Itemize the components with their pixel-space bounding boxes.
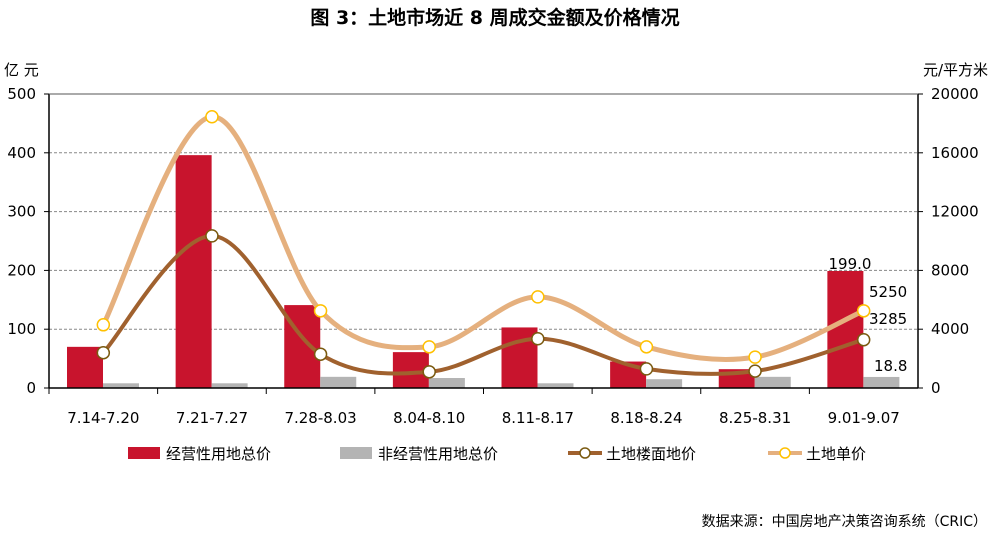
legend-swatch	[340, 447, 372, 459]
line-marker	[313, 304, 328, 318]
legend-swatch	[128, 447, 160, 459]
line-marker	[96, 318, 111, 332]
line-marker	[856, 332, 871, 347]
left-tick-label: 500	[7, 85, 36, 103]
legend-label: 经营性用地总价	[166, 445, 271, 463]
x-tick-label: 7.21-7.27	[176, 409, 248, 427]
line-marker	[96, 345, 111, 360]
right-tick-label: 0	[931, 379, 941, 397]
data-label-floor-price: 3285	[869, 310, 907, 328]
line-marker	[856, 304, 871, 318]
line-marker	[313, 347, 328, 361]
left-tick-label: 100	[7, 320, 36, 338]
x-tick-label: 8.11-8.17	[502, 409, 574, 427]
data-label-nonbiz: 18.8	[874, 357, 907, 375]
bar-nonbiz	[646, 379, 683, 388]
legend-label: 土地楼面地价	[606, 445, 696, 463]
right-tick-label: 8000	[931, 261, 969, 279]
bar-nonbiz	[211, 383, 248, 388]
data-label-bar-total: 199.0	[829, 255, 872, 273]
line-marker	[748, 364, 762, 378]
line-marker	[205, 110, 219, 124]
line-marker	[531, 290, 545, 304]
x-tick-label: 7.14-7.20	[67, 409, 139, 427]
x-tick-label: 8.18-8.24	[610, 409, 682, 427]
line-marker	[748, 350, 762, 364]
right-tick-label: 20000	[931, 85, 979, 103]
left-axis-label: 亿 元	[4, 61, 39, 79]
legend-marker	[579, 447, 591, 459]
source-note: 数据来源：中国房地产决策咨询系统（CRIC）	[702, 513, 987, 530]
bar-biz	[175, 155, 212, 388]
legend-label: 土地单价	[806, 445, 866, 463]
bar-nonbiz	[320, 376, 357, 388]
bar-nonbiz	[428, 378, 465, 388]
left-tick-label: 0	[26, 379, 36, 397]
right-tick-label: 4000	[931, 320, 969, 338]
line-marker	[422, 340, 436, 354]
legend-label: 非经营性用地总价	[378, 445, 498, 463]
line-marker	[422, 365, 436, 379]
left-tick-label: 300	[7, 203, 36, 221]
bar-biz	[827, 270, 864, 388]
bar-nonbiz	[754, 376, 791, 388]
right-axis-label: 元/平方米	[923, 61, 988, 79]
line-marker	[639, 340, 654, 354]
data-label-unit-price: 5250	[869, 283, 907, 301]
line-marker	[639, 362, 654, 376]
line-marker	[205, 229, 219, 243]
line-marker	[531, 332, 545, 346]
x-tick-label: 9.01-9.07	[828, 409, 900, 427]
bar-nonbiz	[103, 383, 139, 388]
left-tick-label: 400	[7, 144, 36, 162]
right-tick-label: 12000	[931, 203, 979, 221]
chart-title: 图 3：土地市场近 8 周成交金额及价格情况	[310, 6, 679, 29]
x-tick-label: 7.28-8.03	[284, 409, 356, 427]
right-tick-label: 16000	[931, 144, 979, 162]
x-tick-label: 8.25-8.31	[719, 409, 791, 427]
bar-nonbiz	[863, 376, 900, 388]
left-tick-label: 200	[7, 261, 36, 279]
x-tick-label: 8.04-8.10	[393, 409, 465, 427]
bar-nonbiz	[537, 383, 574, 388]
legend-marker	[779, 447, 791, 459]
